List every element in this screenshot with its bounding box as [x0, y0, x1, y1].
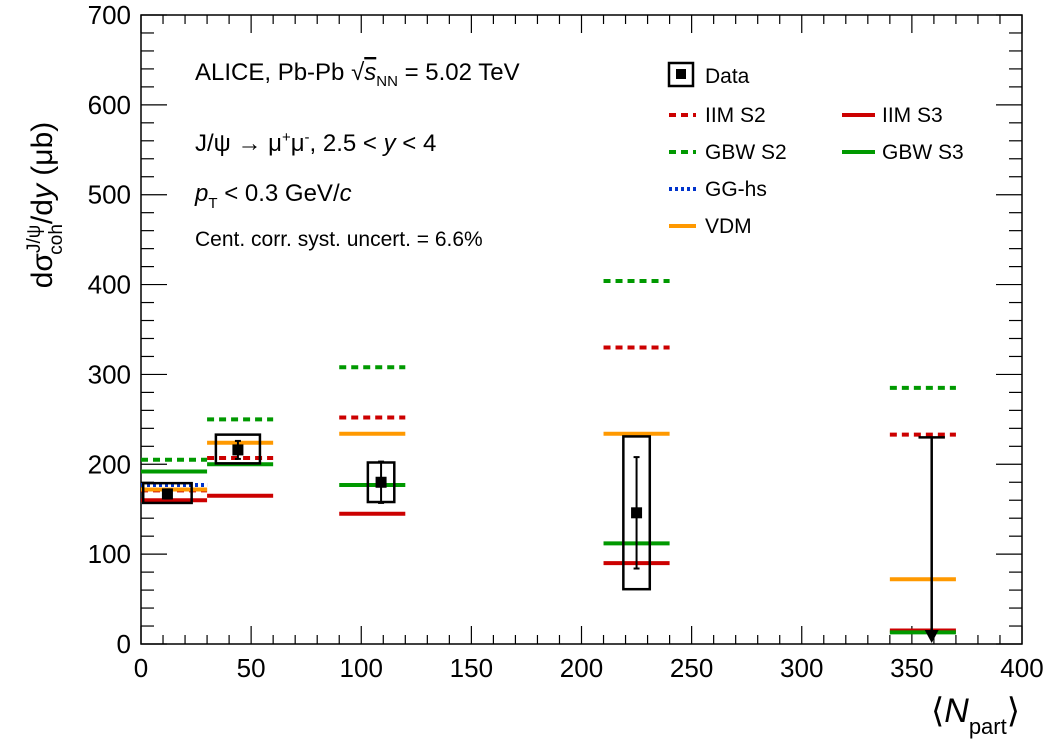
legend-data-marker: [667, 61, 695, 88]
x-tick-label: 200: [560, 653, 603, 683]
axis-ticks: [140, 14, 1023, 645]
legend-label-iim-s2: IIM S2: [705, 104, 766, 127]
data-point: [161, 488, 173, 500]
annotation-syst-uncert: Cent. corr. syst. uncert. = 6.6%: [195, 228, 483, 251]
x-tick-label: 300: [780, 653, 823, 683]
y-tick-label: 700: [88, 0, 131, 30]
data-point: [232, 444, 244, 456]
legend-label-vdm: VDM: [705, 215, 752, 238]
x-tick-label: 0: [134, 653, 148, 683]
x-tick-labels: 0 50 100 150 200 250 300 350 400: [134, 653, 1044, 683]
legend-label-data: Data: [705, 65, 750, 88]
annotation-pt-cut: pT < 0.3 GeV/c: [194, 180, 352, 212]
legend-label-iim-s3: IIM S3: [882, 104, 943, 127]
data-syst-box: [214, 433, 262, 465]
y-tick-label: 400: [88, 270, 131, 300]
upper-limit-arrow: [924, 630, 939, 643]
annotation-collision-system: ALICE, Pb-Pb √sNN = 5.02 TeV: [195, 59, 520, 90]
y-tick-label: 200: [88, 449, 131, 479]
legend-label-gbw-s3: GBW S3: [882, 141, 964, 164]
x-tick-label: 100: [340, 653, 383, 683]
legend-label-gbw-s2: GBW S2: [705, 141, 787, 164]
x-tick-label: 50: [237, 653, 266, 683]
y-tick-label: 100: [88, 539, 131, 569]
data-point: [631, 507, 643, 519]
data-syst-box: [141, 481, 193, 505]
legend: Data IIM S2 IIM S3 GBW S2 GBW S3 GG-hs V…: [667, 61, 964, 238]
x-tick-label: 250: [670, 653, 713, 683]
y-axis-label: dσJ/ψcoh/dy (μb): [24, 122, 67, 289]
y-tick-label: 600: [88, 90, 131, 120]
x-axis-label: ⟨Npart⟩: [931, 692, 1020, 739]
y-tick-label: 500: [88, 180, 131, 210]
x-tick-label: 150: [450, 653, 493, 683]
data-syst-box: [622, 435, 652, 591]
y-tick-label: 300: [88, 359, 131, 389]
legend-data-marker-fill: [676, 69, 686, 79]
model-lines: [141, 278, 956, 635]
data-points: [141, 433, 945, 643]
legend-label-gg-hs: GG-hs: [705, 178, 767, 201]
y-tick-label: 0: [117, 629, 131, 659]
data-point: [375, 476, 387, 488]
y-tick-labels: 0 100 200 300 400 500 600 700: [88, 0, 131, 659]
x-tick-label: 400: [1000, 653, 1043, 683]
annotation-decay-channel: J/ψ → μ+μ-, 2.5 < y < 4: [195, 129, 436, 157]
x-tick-label: 350: [890, 653, 933, 683]
